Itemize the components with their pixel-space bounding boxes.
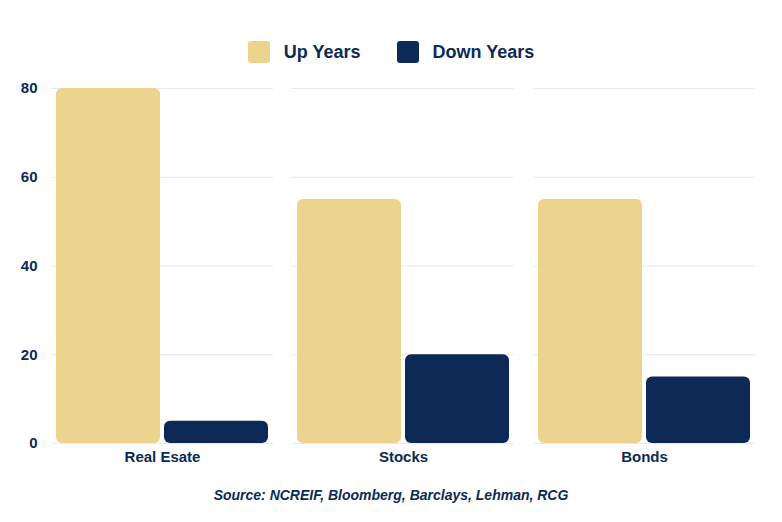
html-text:Source: NCREIF, Bloomberg, Bar: Source: NCREIF, Bloomberg, Barclays, Leh… (213, 487, 569, 503)
html-text:Up Years: Up Years (283, 41, 361, 62)
svg-text:60: 60 (21, 168, 38, 185)
svg-text:20: 20 (21, 346, 38, 363)
svg-text:Stocks: Stocks (379, 448, 428, 465)
svg-text:80: 80 (21, 79, 38, 96)
svg-text:Real Esate: Real Esate (125, 448, 201, 465)
html-text:Down Years: Down Years (432, 41, 535, 62)
svg-text:40: 40 (21, 257, 38, 274)
svg-text:0: 0 (29, 434, 37, 451)
svg-text:Bonds: Bonds (621, 448, 668, 465)
